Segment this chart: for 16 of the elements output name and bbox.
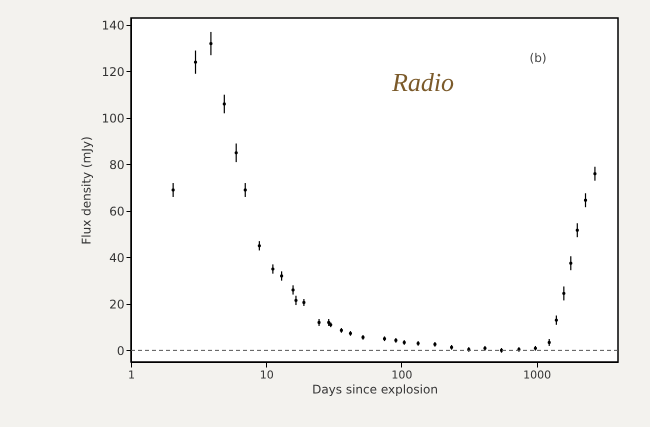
x-tick-label: 10 bbox=[260, 368, 274, 382]
x-tick-label: 1000 bbox=[523, 368, 552, 382]
y-tick-label: 20 bbox=[109, 297, 124, 312]
y-tick-label: 140 bbox=[102, 18, 124, 32]
y-tick-label: 60 bbox=[109, 204, 124, 218]
y-tick-label: 100 bbox=[102, 111, 124, 126]
x-tick-label: 1 bbox=[128, 368, 135, 382]
annotation: (b) bbox=[530, 51, 546, 65]
x-axis-title: Days since explosion bbox=[312, 382, 438, 396]
x-tick-label: 100 bbox=[391, 368, 412, 382]
y-tick-label: 80 bbox=[109, 158, 124, 172]
y-tick-label: 120 bbox=[102, 64, 124, 79]
annotation: Radio bbox=[390, 68, 454, 97]
y-tick-label: 0 bbox=[116, 344, 124, 358]
y-tick-label: 40 bbox=[109, 250, 124, 265]
y-axis-title: Flux density (mJy) bbox=[80, 136, 94, 245]
